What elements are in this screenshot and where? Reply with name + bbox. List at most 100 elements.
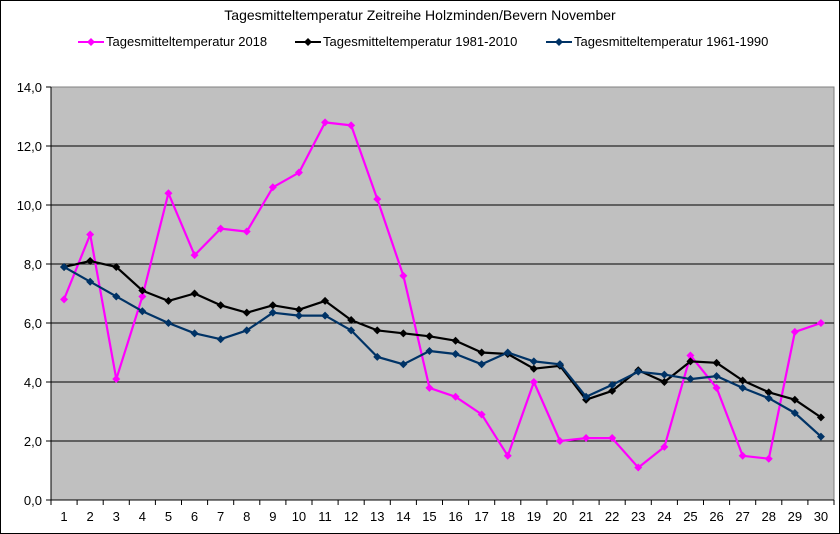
data-point-marker: [112, 262, 121, 271]
series-line: [60, 262, 825, 441]
data-point-marker: [425, 332, 434, 341]
data-point-marker: [294, 305, 303, 314]
y-tick-label: 4,0: [24, 375, 42, 390]
data-point-marker: [86, 257, 95, 266]
data-point-marker: [242, 227, 251, 236]
data-point-marker: [321, 311, 330, 320]
data-point-marker: [790, 408, 799, 417]
data-point-marker: [294, 168, 303, 177]
data-point-marker: [373, 195, 382, 204]
data-point-marker: [660, 442, 669, 451]
data-point-marker: [268, 301, 277, 310]
x-tick-label: 4: [139, 509, 146, 524]
data-point-marker: [294, 311, 303, 320]
axes: [46, 86, 835, 505]
plot-area: [50, 86, 835, 501]
x-tick-label: 25: [683, 509, 697, 524]
legend-label: Tagesmitteltemperatur 2018: [106, 34, 268, 49]
legend-marker-icon: [546, 37, 572, 46]
data-point-marker: [216, 301, 225, 310]
data-point-marker: [660, 378, 669, 386]
data-point-marker: [738, 376, 747, 385]
legend-marker-icon: [78, 37, 104, 46]
x-tick-label: 9: [269, 509, 276, 524]
legend-label: Tagesmitteltemperatur 1961-1990: [574, 34, 769, 49]
data-point-marker: [138, 292, 147, 301]
y-tick-label: 10,0: [17, 198, 42, 213]
x-tick-label: 27: [735, 509, 749, 524]
data-point-marker: [373, 352, 382, 361]
data-point-marker: [190, 329, 199, 338]
data-point-marker: [712, 383, 721, 392]
x-tick-label: 22: [605, 509, 619, 524]
y-tick-label: 12,0: [17, 139, 42, 154]
data-point-marker: [268, 183, 277, 192]
y-tick-label: 2,0: [24, 434, 42, 449]
x-tick-label: 24: [657, 509, 671, 524]
chart-legend: Tagesmitteltemperatur 2018 Tagesmittelte…: [0, 34, 840, 54]
data-point-marker: [608, 434, 617, 443]
data-point-marker: [477, 410, 486, 419]
chart-title: Tagesmitteltemperatur Zeitreihe Holzmind…: [224, 7, 616, 23]
data-point-marker: [712, 358, 721, 367]
x-tick-label: 12: [344, 509, 358, 524]
x-tick-label: 17: [474, 509, 488, 524]
x-tick-label: 30: [814, 509, 828, 524]
x-tick-label: 7: [217, 509, 224, 524]
data-point-marker: [790, 395, 799, 404]
data-point-marker: [321, 296, 330, 305]
data-point-marker: [529, 378, 538, 386]
x-tick-label: 26: [709, 509, 723, 524]
x-tick-label: 6: [191, 509, 198, 524]
x-tick-label: 13: [370, 509, 384, 524]
x-tick-label: 3: [113, 509, 120, 524]
data-point-marker: [451, 349, 460, 358]
data-point-marker: [425, 347, 434, 356]
x-tick-label: 2: [87, 509, 94, 524]
data-point-marker: [347, 316, 356, 325]
legend-item-1981-2010: Tagesmitteltemperatur 1981-2010: [295, 34, 517, 49]
y-tick-label: 0,0: [24, 493, 42, 508]
data-point-marker: [216, 224, 225, 233]
data-point-marker: [712, 372, 721, 381]
x-tick-label: 16: [448, 509, 462, 524]
data-point-marker: [164, 189, 173, 198]
x-tick-label: 14: [396, 509, 410, 524]
y-tick-label: 14,0: [17, 80, 42, 95]
data-point-marker: [112, 375, 121, 384]
y-axis-labels: 0,0 2,0 4,0 6,0 8,0 10,0 12,0 14,0: [17, 80, 42, 508]
data-point-marker: [582, 434, 591, 443]
data-point-marker: [555, 360, 564, 369]
data-point-marker: [738, 383, 747, 392]
data-point-marker: [816, 432, 825, 441]
x-tick-label: 1: [60, 509, 67, 524]
x-tick-label: 10: [292, 509, 306, 524]
data-point-marker: [347, 121, 356, 130]
gridlines: [51, 145, 834, 442]
data-point-marker: [321, 118, 330, 127]
data-point-marker: [112, 292, 121, 301]
data-point-marker: [686, 351, 695, 360]
data-point-marker: [738, 451, 747, 460]
x-tick-label: 21: [579, 509, 593, 524]
data-point-marker: [138, 307, 147, 316]
y-tick-label: 8,0: [24, 257, 42, 272]
data-point-marker: [138, 286, 147, 295]
data-point-marker: [399, 360, 408, 369]
data-point-marker: [764, 394, 773, 403]
data-point-marker: [60, 295, 69, 304]
y-tick-label: 6,0: [24, 316, 42, 331]
data-point-marker: [164, 296, 173, 305]
data-point-marker: [608, 380, 617, 389]
data-point-marker: [451, 392, 460, 401]
data-point-marker: [634, 367, 643, 376]
data-point-marker: [634, 463, 643, 472]
data-point-marker: [425, 383, 434, 392]
x-tick-label: 28: [762, 509, 776, 524]
x-tick-label: 29: [788, 509, 802, 524]
data-point-marker: [190, 289, 199, 298]
data-point-marker: [686, 357, 695, 366]
data-point-marker: [373, 326, 382, 335]
data-point-marker: [86, 230, 95, 239]
